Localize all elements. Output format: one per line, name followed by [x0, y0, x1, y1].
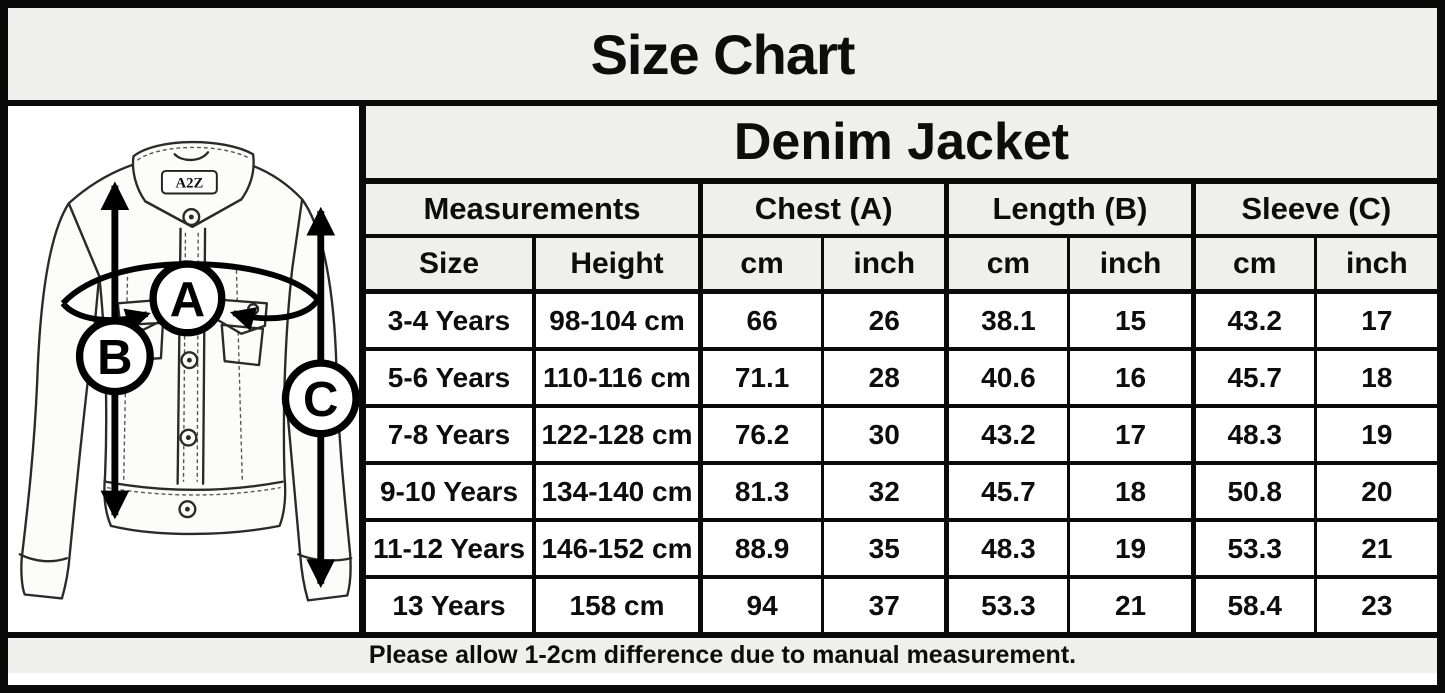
cell-chest-cm: 66 — [698, 294, 821, 347]
subheader-length-inch: inch — [1067, 238, 1190, 289]
cell-height: 122-128 cm — [532, 408, 698, 461]
cell-chest-inch: 32 — [821, 465, 944, 518]
cell-sleeve-inch: 23 — [1313, 579, 1437, 632]
cell-size: 13 Years — [392, 589, 506, 621]
cell-length-inch: 15 — [1067, 294, 1190, 347]
cell-sleeve-cm: 43.2 — [1190, 294, 1314, 347]
table-row: 3-4 Years 98-104 cm 66 26 38.1 15 43.2 1… — [366, 294, 1437, 351]
header-sleeve: Sleeve (C) — [1190, 184, 1437, 234]
group-header-row: Measurements Chest (A) Length (B) Sleeve… — [366, 184, 1437, 238]
subheader-chest-cm: cm — [698, 238, 821, 289]
sub-header-row: Size Height cm inch cm inch cm inch — [366, 238, 1437, 294]
page-title: Size Chart — [590, 22, 856, 86]
table-row: 7-8 Years 122-128 cm 76.2 30 43.2 17 48.… — [366, 408, 1437, 465]
cell-size: 3-4 Years — [387, 304, 511, 336]
cell-chest-inch: 37 — [821, 579, 944, 632]
main-area: A2Z — [8, 106, 1437, 632]
cell-sleeve-cm: 58.4 — [1190, 579, 1314, 632]
cell-length-cm: 38.1 — [944, 294, 1067, 347]
cell-length-cm: 53.3 — [944, 579, 1067, 632]
cell-sleeve-inch: 20 — [1313, 465, 1437, 518]
subheader-chest-inch: inch — [821, 238, 944, 289]
cell-chest-cm: 76.2 — [698, 408, 821, 461]
jacket-buttons — [178, 208, 201, 519]
product-title: Denim Jacket — [733, 113, 1070, 171]
marker-a: A — [149, 260, 226, 337]
marker-b-letter: B — [97, 331, 132, 385]
cell-size: 11-12 Years — [372, 532, 526, 564]
cell-length-inch: 17 — [1067, 408, 1190, 461]
product-title-row: Denim Jacket — [366, 106, 1437, 184]
cell-length-inch: 16 — [1067, 351, 1190, 404]
cell-length-inch: 18 — [1067, 465, 1190, 518]
marker-b: B — [75, 317, 154, 396]
cell-length-inch: 21 — [1067, 579, 1190, 632]
cell-height: 146-152 cm — [532, 522, 698, 575]
table-row: 13 Years 158 cm 94 37 53.3 21 58.4 23 — [366, 579, 1437, 632]
table-row: 9-10 Years 134-140 cm 81.3 32 45.7 18 50… — [366, 465, 1437, 522]
cell-size: 5-6 Years — [387, 361, 511, 393]
cell-length-cm: 48.3 — [944, 522, 1067, 575]
cell-chest-cm: 81.3 — [698, 465, 821, 518]
marker-c: C — [281, 359, 359, 438]
size-table: Denim Jacket Measurements Chest (A) Leng… — [366, 106, 1437, 632]
cell-height: 134-140 cm — [532, 465, 698, 518]
cell-size: 9-10 Years — [379, 475, 519, 507]
cell-length-cm: 40.6 — [944, 351, 1067, 404]
header-measurements: Measurements — [423, 191, 641, 226]
jacket-diagram-panel: A2Z — [8, 106, 366, 632]
header-length: Length (B) — [944, 184, 1190, 234]
cell-size: 7-8 Years — [387, 418, 511, 450]
subheader-sleeve-cm: cm — [1190, 238, 1314, 289]
header-chest: Chest (A) — [698, 184, 944, 234]
cell-length-cm: 43.2 — [944, 408, 1067, 461]
brand-label-text: A2Z — [176, 176, 204, 192]
cell-sleeve-cm: 45.7 — [1190, 351, 1314, 404]
cell-chest-inch: 28 — [821, 351, 944, 404]
cell-height: 110-116 cm — [532, 351, 698, 404]
cell-sleeve-inch: 21 — [1313, 522, 1437, 575]
subheader-length-cm: cm — [944, 238, 1067, 289]
cell-chest-cm: 71.1 — [698, 351, 821, 404]
cell-length-cm: 45.7 — [944, 465, 1067, 518]
brand-label: A2Z — [160, 169, 218, 195]
jacket-diagram: A2Z — [18, 140, 359, 602]
cell-length-inch: 19 — [1067, 522, 1190, 575]
footer-note: Please allow 1-2cm difference due to man… — [368, 641, 1077, 669]
marker-a-letter: A — [170, 273, 205, 327]
table-row: 5-6 Years 110-116 cm 71.1 28 40.6 16 45.… — [366, 351, 1437, 408]
footer-band: Please allow 1-2cm difference due to man… — [8, 632, 1437, 673]
cell-height: 98-104 cm — [532, 294, 698, 347]
cell-chest-inch: 26 — [821, 294, 944, 347]
cell-height: 158 cm — [532, 579, 698, 632]
marker-c-letter: C — [303, 373, 338, 427]
cell-chest-inch: 30 — [821, 408, 944, 461]
cell-chest-cm: 88.9 — [698, 522, 821, 575]
subheader-sleeve-inch: inch — [1313, 238, 1437, 289]
cell-chest-cm: 94 — [698, 579, 821, 632]
cell-sleeve-inch: 17 — [1313, 294, 1437, 347]
cell-sleeve-cm: 48.3 — [1190, 408, 1314, 461]
title-band: Size Chart — [8, 8, 1437, 106]
subheader-height: Height — [532, 238, 698, 289]
cell-sleeve-inch: 19 — [1313, 408, 1437, 461]
cell-sleeve-cm: 53.3 — [1190, 522, 1314, 575]
cell-sleeve-cm: 50.8 — [1190, 465, 1314, 518]
subheader-size: Size — [418, 246, 480, 280]
cell-chest-inch: 35 — [821, 522, 944, 575]
cell-sleeve-inch: 18 — [1313, 351, 1437, 404]
table-row: 11-12 Years 146-152 cm 88.9 35 48.3 19 5… — [366, 522, 1437, 579]
